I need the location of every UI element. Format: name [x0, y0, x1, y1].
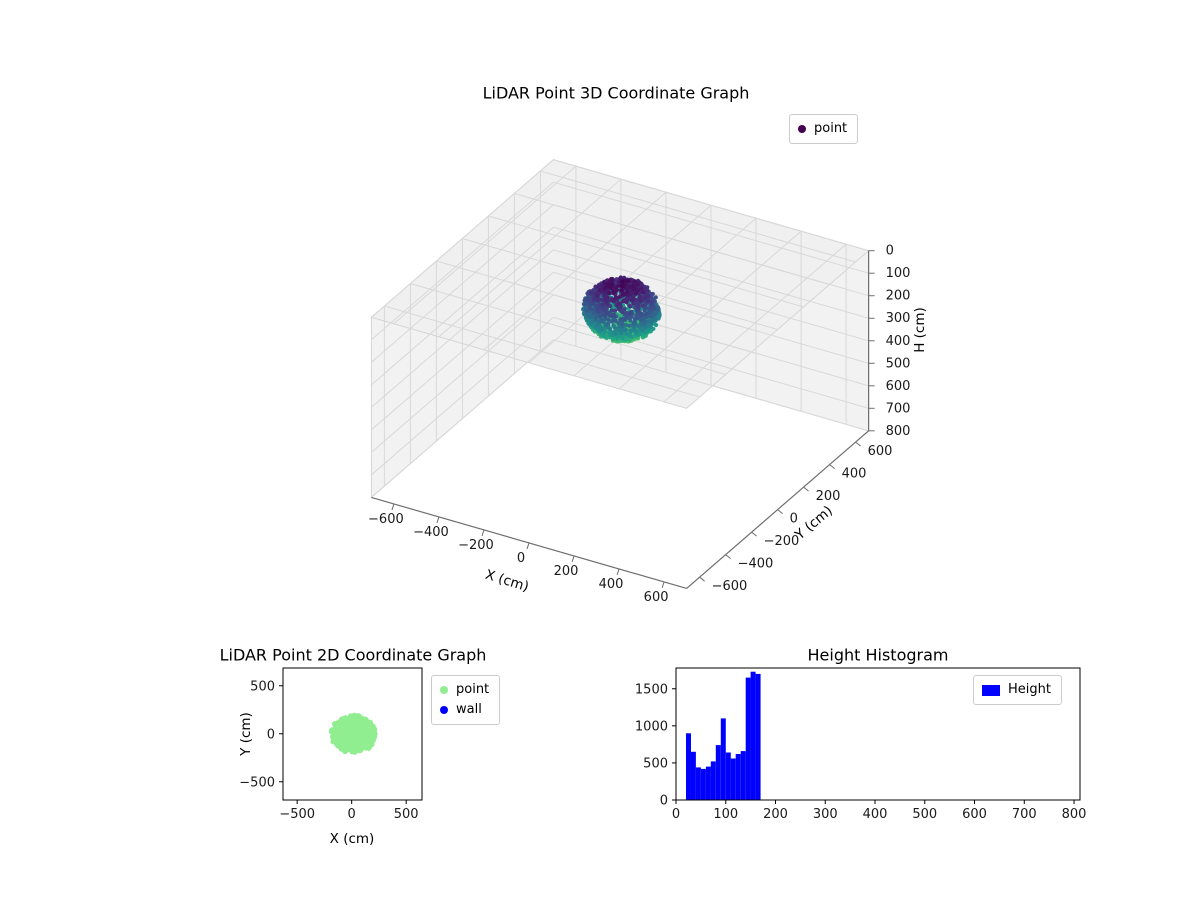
svg-text:500: 500: [250, 679, 275, 694]
svg-text:400: 400: [886, 334, 911, 349]
wall-marker-icon: [440, 706, 448, 714]
svg-text:400: 400: [863, 807, 888, 822]
plot2d-y-axis-label: Y (cm): [238, 712, 254, 756]
svg-text:−400: −400: [738, 557, 774, 572]
legend-entry-wall: wall: [440, 700, 489, 720]
svg-text:200: 200: [816, 489, 841, 504]
legend-label-height: Height: [1008, 682, 1051, 697]
legend-label-point: point: [456, 682, 490, 697]
svg-text:600: 600: [868, 444, 893, 459]
legend-entry-point: point: [798, 119, 847, 139]
svg-text:600: 600: [644, 590, 669, 605]
svg-text:500: 500: [394, 807, 419, 822]
legend-entry-height: Height: [982, 680, 1051, 700]
svg-text:200: 200: [886, 289, 911, 304]
svg-text:400: 400: [842, 467, 867, 482]
svg-text:800: 800: [1062, 807, 1087, 822]
svg-text:−600: −600: [368, 512, 404, 527]
svg-text:0: 0: [790, 512, 798, 527]
svg-text:−500: −500: [239, 775, 275, 790]
svg-text:300: 300: [886, 311, 911, 326]
svg-text:0: 0: [267, 727, 275, 742]
svg-text:600: 600: [886, 379, 911, 394]
svg-text:700: 700: [886, 401, 911, 416]
svg-text:200: 200: [554, 564, 579, 579]
histogram-title: Height Histogram: [807, 645, 949, 665]
svg-text:1000: 1000: [635, 719, 668, 734]
svg-text:800: 800: [886, 424, 911, 439]
legend-label-point: point: [814, 121, 848, 136]
svg-text:0: 0: [672, 807, 680, 822]
histogram-legend: Height: [973, 675, 1062, 705]
svg-text:600: 600: [962, 807, 987, 822]
plot3d-h-axis-label: H (cm): [912, 307, 928, 353]
svg-text:400: 400: [599, 577, 624, 592]
svg-text:0: 0: [886, 244, 894, 259]
plot2d: −500 0 500 −500 0 500: [239, 667, 423, 822]
svg-text:−500: −500: [279, 807, 315, 822]
plot2d-title: LiDAR Point 2D Coordinate Graph: [219, 645, 487, 665]
svg-text:0: 0: [660, 794, 668, 809]
svg-text:100: 100: [886, 266, 911, 281]
point-marker-icon: [440, 686, 448, 694]
svg-text:0: 0: [348, 807, 356, 822]
svg-text:−200: −200: [458, 538, 494, 553]
svg-text:200: 200: [763, 807, 788, 822]
svg-text:0: 0: [517, 551, 525, 566]
svg-text:100: 100: [713, 807, 738, 822]
legend-entry-point: point: [440, 680, 489, 700]
svg-text:500: 500: [912, 807, 937, 822]
plot2d-x-axis-label: X (cm): [329, 831, 375, 847]
height-patch-icon: [982, 684, 1000, 696]
svg-text:−400: −400: [413, 525, 449, 540]
histogram: 0 100 200 300 400 500 600 700 800 0 500 1000 1500: [635, 667, 1087, 822]
svg-text:−200: −200: [764, 534, 800, 549]
plot3d-title: LiDAR Point 3D Coordinate Graph: [482, 83, 750, 103]
svg-text:1500: 1500: [635, 682, 668, 697]
svg-text:500: 500: [643, 756, 668, 771]
svg-text:−600: −600: [712, 579, 748, 594]
point-marker-icon: [798, 125, 806, 133]
svg-text:500: 500: [886, 356, 911, 371]
plot3d: −600−400−2000200400600−600−400−200020040…: [368, 158, 911, 605]
plot3d-legend: point: [789, 114, 859, 144]
svg-text:300: 300: [813, 807, 838, 822]
plot2d-legend: point wall: [431, 675, 501, 725]
svg-text:700: 700: [1012, 807, 1037, 822]
legend-label-wall: wall: [456, 702, 482, 717]
